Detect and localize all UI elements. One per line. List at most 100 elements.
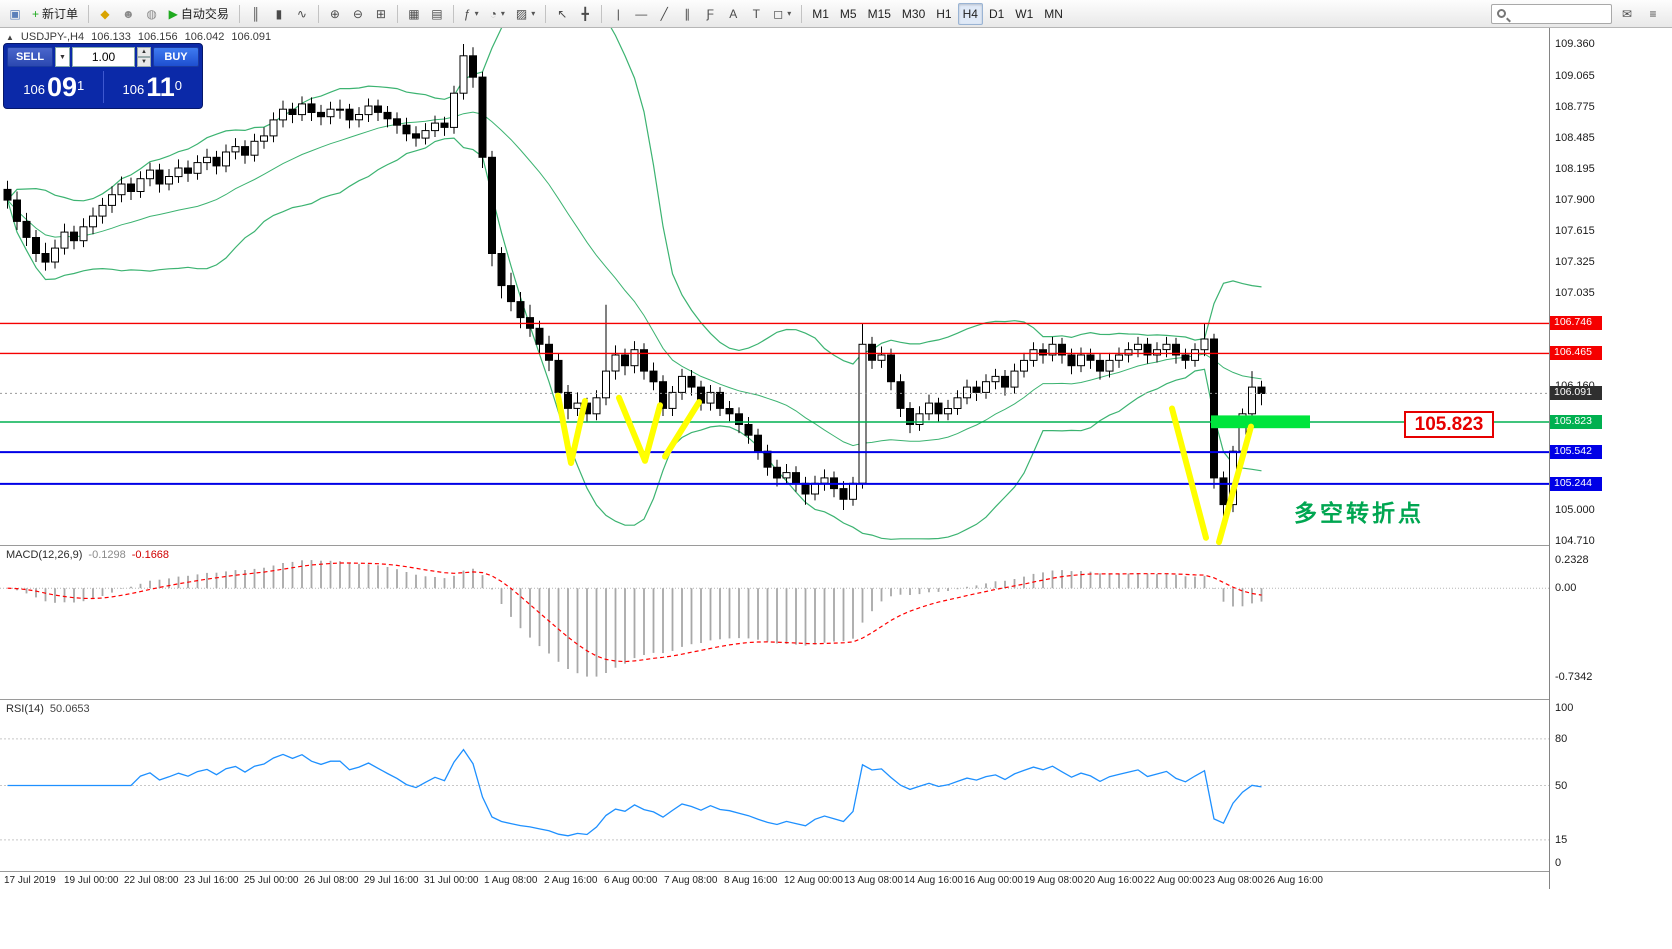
- tf-d1-button[interactable]: D1: [984, 3, 1009, 25]
- sell-price[interactable]: 106 09 1: [7, 69, 101, 105]
- label-button[interactable]: T: [745, 3, 767, 25]
- buy-price-point: 0: [174, 78, 182, 94]
- fibonacci-button[interactable]: Ƒ: [699, 3, 721, 25]
- vertical-line-button[interactable]: |: [607, 3, 629, 25]
- search-box[interactable]: [1491, 3, 1612, 24]
- quote-low: 106.042: [184, 31, 225, 43]
- axis-tick: 107.035: [1555, 287, 1595, 299]
- toolbar-right: ✉ ≡: [1491, 3, 1668, 25]
- market-watch-icon: ◍: [146, 6, 157, 21]
- yellow-annotation-1[interactable]: [555, 392, 588, 466]
- text-button[interactable]: A: [722, 3, 744, 25]
- templates-button[interactable]: ▨ ▾: [511, 3, 540, 25]
- price-badge: 105.244: [1550, 477, 1602, 491]
- new-order-icon: +: [32, 6, 40, 21]
- tf-h1-button[interactable]: H1: [931, 3, 956, 25]
- macd-signal-line: [7, 562, 1262, 663]
- tf-m5-button[interactable]: M5: [835, 3, 862, 25]
- new-order-button[interactable]: + 新订单: [27, 3, 83, 25]
- axis-tick: 0: [1555, 857, 1562, 869]
- bars-button[interactable]: ║: [245, 3, 267, 25]
- volume-down-button[interactable]: ▼: [137, 57, 151, 67]
- date-label: 26 Jul 08:00: [304, 875, 359, 886]
- rsi-canvas[interactable]: [0, 700, 1549, 871]
- order-type-dropdown[interactable]: ▼: [55, 47, 70, 67]
- bollinger-lower-band[interactable]: [6, 137, 1262, 540]
- market-watch-button[interactable]: ◍: [141, 3, 163, 25]
- menu-button[interactable]: ≡: [1642, 3, 1664, 25]
- tf-m30-button[interactable]: M30: [897, 3, 930, 25]
- volume-field[interactable]: 1.00: [72, 47, 135, 67]
- window-button[interactable]: ▣: [4, 3, 26, 25]
- profiles-button[interactable]: ☻: [117, 3, 140, 25]
- tf-h4-button[interactable]: H4: [957, 2, 983, 25]
- search-input[interactable]: [1510, 5, 1606, 22]
- turning-point-text[interactable]: 多空转折点: [1294, 500, 1424, 526]
- mail-button[interactable]: ✉: [1616, 3, 1638, 25]
- bollinger-upper-band[interactable]: [7, 28, 1262, 365]
- cascade-windows-button[interactable]: ▤: [426, 3, 448, 25]
- price-chart-pane[interactable]: ▲ USDJPY-,H4 106.133 106.156 106.042 106…: [0, 28, 1549, 545]
- candles[interactable]: [3, 44, 1266, 526]
- tf-m15-button-label: M15: [867, 6, 891, 21]
- price-axis[interactable]: 109.360 109.065 108.775 108.485 108.195 107.9…: [1549, 28, 1672, 889]
- sell-button[interactable]: SELL: [7, 47, 53, 67]
- indicators-button[interactable]: ƒ ▾: [459, 3, 484, 25]
- date-axis[interactable]: 17 Jul 2019 19 Jul 00:00 22 Jul 08:00 23 Ju…: [0, 872, 1549, 890]
- window-icon: ▣: [9, 6, 21, 21]
- tf-w1-button[interactable]: W1: [1010, 3, 1038, 25]
- macd-pane[interactable]: MACD(12,26,9) -0.1298 -0.1668: [0, 546, 1549, 699]
- tile-windows-button[interactable]: ▦: [403, 3, 425, 25]
- grid-button[interactable]: ⊞: [370, 3, 392, 25]
- shapes-button[interactable]: ◻ ▾: [768, 3, 796, 25]
- zoom-out-button[interactable]: ⊖: [347, 3, 369, 25]
- bollinger-middle-band[interactable]: [7, 111, 1262, 447]
- candles-button[interactable]: ▮: [268, 3, 290, 25]
- rsi-pane[interactable]: RSI(14) 50.0653: [0, 700, 1549, 871]
- sell-price-pips: 09: [46, 72, 77, 103]
- macd-canvas[interactable]: [0, 546, 1549, 699]
- gold-diamond-button[interactable]: ◆: [94, 3, 116, 25]
- horizontal-line-button[interactable]: ―: [630, 3, 652, 25]
- crosshair-icon: ╋: [581, 6, 589, 21]
- collapse-triangle-icon[interactable]: ▲: [6, 32, 14, 42]
- axis-tick: 80: [1555, 733, 1568, 745]
- cursor-button[interactable]: ↖: [551, 3, 573, 25]
- templates-icon: ▨: [515, 6, 528, 21]
- line-chart-icon: ∿: [296, 6, 307, 21]
- text-icon: A: [729, 6, 738, 21]
- axis-tick: 105.000: [1555, 504, 1595, 516]
- price-badge: 105.542: [1550, 445, 1602, 459]
- trendline-button[interactable]: ╱: [653, 3, 675, 25]
- green-highlight-rect[interactable]: [1211, 415, 1310, 429]
- buy-price[interactable]: 106 11 0: [106, 69, 200, 105]
- tf-m1-button[interactable]: M1: [807, 3, 834, 25]
- tf-w1-button-label: W1: [1015, 6, 1034, 21]
- yellow-annotation-5[interactable]: [1216, 423, 1254, 545]
- autotrading-button[interactable]: ▶ 自动交易: [164, 3, 234, 25]
- vertical-line-icon: |: [616, 6, 620, 21]
- toolbar-separator: [396, 4, 398, 23]
- toolbar-separator: [317, 4, 319, 23]
- buy-button[interactable]: BUY: [153, 47, 199, 67]
- date-label: 6 Aug 00:00: [604, 875, 658, 886]
- volume-up-button[interactable]: ▲: [137, 47, 151, 57]
- zoom-in-button[interactable]: ⊕: [324, 3, 346, 25]
- yellow-annotation-3[interactable]: [662, 399, 702, 460]
- price-chart-canvas[interactable]: [0, 28, 1549, 545]
- axis-tick: 107.615: [1555, 225, 1595, 237]
- line-chart-button[interactable]: ∿: [291, 3, 313, 25]
- price-level-label[interactable]: 105.823: [1404, 411, 1494, 438]
- axis-tick: 107.325: [1555, 256, 1595, 268]
- pane-splitter[interactable]: [0, 545, 1672, 546]
- pane-splitter[interactable]: [0, 699, 1672, 700]
- pane-splitter[interactable]: [0, 871, 1672, 872]
- crosshair-button[interactable]: ╋: [574, 3, 596, 25]
- tf-mn-button[interactable]: MN: [1039, 3, 1068, 25]
- channel-button[interactable]: ∥: [676, 3, 698, 25]
- tf-m15-button[interactable]: M15: [863, 3, 896, 25]
- candles-icon: ▮: [275, 6, 283, 21]
- yellow-annotation-2[interactable]: [616, 394, 663, 464]
- periods-button[interactable]: ◔ ▾: [485, 3, 510, 25]
- yellow-annotation-4[interactable]: [1169, 405, 1209, 541]
